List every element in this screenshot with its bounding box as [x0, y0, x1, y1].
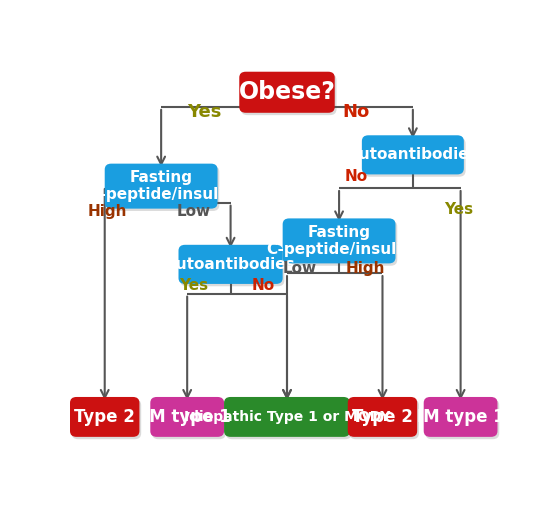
Text: No: No: [345, 169, 368, 184]
FancyBboxPatch shape: [426, 399, 499, 439]
Text: High: High: [87, 204, 127, 219]
Text: Yes: Yes: [444, 202, 473, 217]
FancyBboxPatch shape: [180, 247, 284, 287]
FancyBboxPatch shape: [105, 164, 217, 209]
Text: Autoantibodies: Autoantibodies: [348, 147, 478, 163]
Text: High: High: [346, 261, 385, 276]
Text: No: No: [343, 103, 370, 121]
FancyBboxPatch shape: [152, 399, 226, 439]
Text: Obese?: Obese?: [239, 80, 335, 104]
Text: Autoantibodies: Autoantibodies: [165, 257, 296, 272]
FancyBboxPatch shape: [239, 72, 335, 113]
FancyBboxPatch shape: [362, 135, 464, 174]
Text: Fasting
C-peptide/insulin: Fasting C-peptide/insulin: [266, 225, 412, 257]
FancyBboxPatch shape: [363, 138, 465, 177]
FancyBboxPatch shape: [179, 245, 283, 284]
Text: IM type 1: IM type 1: [417, 408, 505, 426]
Text: Low: Low: [176, 204, 211, 219]
FancyBboxPatch shape: [348, 397, 417, 437]
FancyBboxPatch shape: [72, 399, 141, 439]
Text: Type 2: Type 2: [74, 408, 135, 426]
FancyBboxPatch shape: [424, 397, 497, 437]
Text: No: No: [251, 278, 275, 294]
FancyBboxPatch shape: [224, 397, 350, 437]
Text: Fasting
C-peptide/insulin: Fasting C-peptide/insulin: [88, 170, 234, 202]
Text: IM type 1: IM type 1: [143, 408, 231, 426]
FancyBboxPatch shape: [241, 74, 337, 115]
FancyBboxPatch shape: [70, 397, 139, 437]
Text: Idiopathic Type 1 or MODY: Idiopathic Type 1 or MODY: [184, 410, 390, 424]
FancyBboxPatch shape: [349, 399, 419, 439]
Text: Yes: Yes: [188, 103, 222, 121]
FancyBboxPatch shape: [106, 166, 220, 211]
FancyBboxPatch shape: [284, 221, 397, 266]
FancyBboxPatch shape: [150, 397, 224, 437]
Text: Low: Low: [283, 261, 317, 276]
Text: Yes: Yes: [179, 278, 208, 294]
Text: Type 2: Type 2: [352, 408, 413, 426]
FancyBboxPatch shape: [226, 399, 352, 439]
FancyBboxPatch shape: [283, 218, 395, 263]
